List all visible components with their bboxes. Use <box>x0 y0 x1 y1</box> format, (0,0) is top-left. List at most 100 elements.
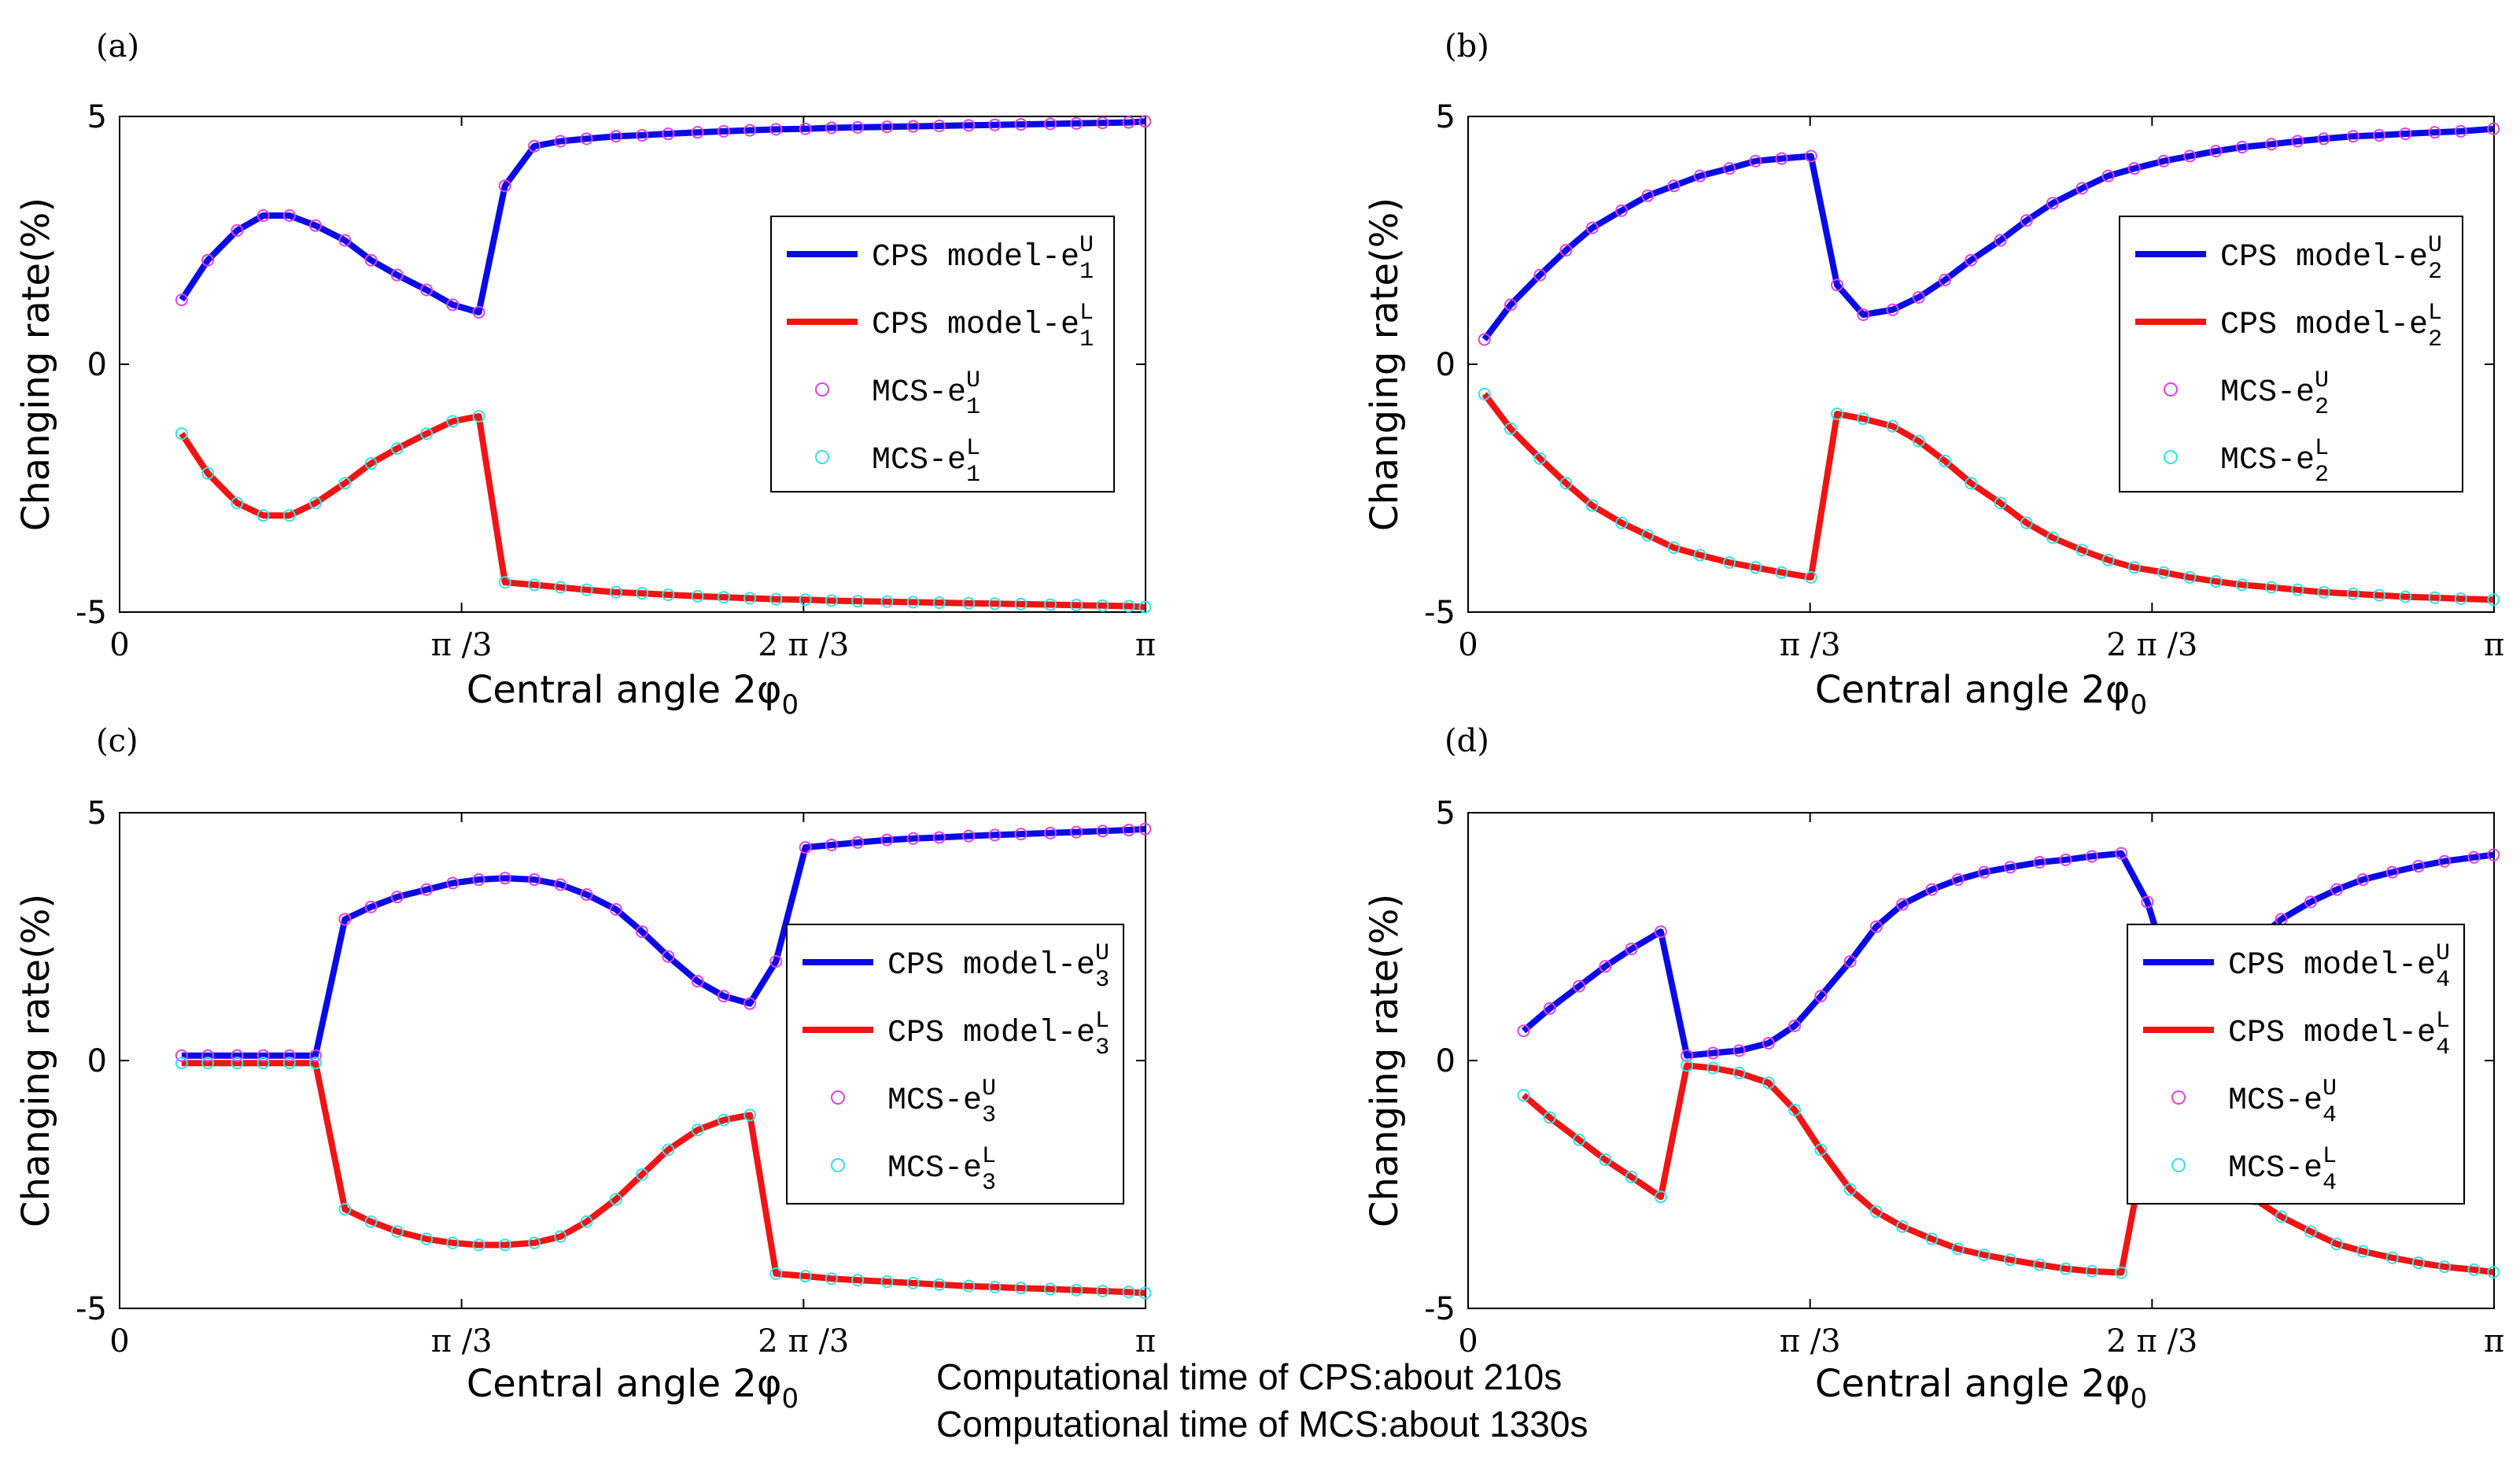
legend-entry: CPS model-eU 4 <box>2228 940 2450 994</box>
mcs-point-lower <box>1762 1076 1775 1090</box>
mcs-point-lower <box>1533 452 1547 465</box>
mcs-point-lower <box>1138 600 1152 614</box>
mcs-point-lower <box>580 1215 593 1228</box>
y-tick-label: 0 <box>87 347 107 383</box>
mcs-point-lower <box>1043 598 1057 611</box>
y-axis-label: Changing rate(%) <box>14 894 58 1227</box>
mcs-point-lower <box>1994 496 2007 510</box>
x-tick-label: π <box>1135 627 1156 663</box>
x-axis-label: Central angle 2φ0 <box>467 668 799 721</box>
mcs-point-upper <box>256 209 270 222</box>
panel-label: (a) <box>96 28 139 65</box>
y-tick-label: 0 <box>1436 1043 1456 1079</box>
mcs-point-upper <box>1517 1024 1530 1038</box>
mcs-point-upper <box>580 887 593 901</box>
mcs-point-upper <box>1559 244 1573 257</box>
mcs-point-upper <box>1138 115 1152 128</box>
mcs-point-lower <box>2304 1225 2317 1238</box>
mcs-point-lower <box>1939 454 1952 467</box>
mcs-point-lower <box>2438 1260 2452 1274</box>
mcs-point-upper <box>2487 122 2500 135</box>
mcs-point-upper <box>691 975 704 988</box>
mcs-point-lower <box>1070 1283 1083 1297</box>
series-line-upper <box>1521 850 2494 1059</box>
mcs-point-upper <box>717 124 730 138</box>
mcs-point-lower <box>256 1057 270 1070</box>
mcs-point-lower <box>1723 556 1736 569</box>
mcs-point-lower <box>2209 574 2223 588</box>
mcs-point-upper <box>932 119 946 132</box>
mcs-point-upper <box>1543 1002 1556 1015</box>
mcs-point-upper <box>1951 873 1965 887</box>
legend-box <box>770 216 1115 493</box>
mcs-point-lower <box>906 1276 920 1289</box>
mcs-point-lower <box>1122 1286 1135 1299</box>
mcs-point-upper <box>743 124 757 137</box>
mcs-point-upper <box>2454 124 2467 138</box>
mcs-point-lower <box>1014 1282 1028 1295</box>
mcs-point-lower <box>364 1215 378 1228</box>
mcs-point-lower <box>2275 1210 2288 1223</box>
mcs-point-upper <box>2467 850 2481 864</box>
mcs-point-upper <box>2304 895 2317 909</box>
mcs-point-upper <box>1533 268 1547 282</box>
mcs-point-lower <box>2235 578 2249 592</box>
mcs-point-upper <box>2127 162 2141 175</box>
mcs-point-lower <box>2428 591 2441 604</box>
mcs-point-lower <box>2373 588 2386 602</box>
legend-entry: MCS-eU 4 <box>2228 1075 2337 1129</box>
mcs-point-upper <box>880 833 894 847</box>
mcs-point-upper <box>1939 273 1952 286</box>
mcs-point-upper <box>825 838 838 851</box>
x-tick-label: π /3 <box>1780 627 1841 663</box>
mcs-point-upper <box>906 832 920 845</box>
mcs-point-upper <box>769 123 783 136</box>
mcs-point-lower <box>528 578 541 592</box>
mcs-point-lower <box>498 576 511 589</box>
mcs-point-lower <box>2385 1251 2399 1264</box>
mcs-point-upper <box>309 219 323 232</box>
mcs-point-upper <box>962 829 976 843</box>
mcs-point-upper <box>1681 1049 1694 1062</box>
mcs-point-upper <box>1693 169 1706 183</box>
mcs-point-upper <box>2291 135 2304 148</box>
mcs-point-lower <box>1585 499 1599 512</box>
mcs-point-upper <box>1615 204 1629 217</box>
legend-entry: CPS model-eU 1 <box>872 232 1094 286</box>
mcs-point-upper <box>2356 873 2370 887</box>
mcs-point-lower <box>1599 1153 1612 1166</box>
mcs-point-upper <box>880 120 894 134</box>
mcs-point-upper <box>554 878 567 891</box>
mcs-point-upper <box>1654 925 1667 939</box>
legend-marker-swatch <box>815 382 829 397</box>
mcs-point-lower <box>338 1203 352 1216</box>
mcs-point-upper <box>988 828 1002 842</box>
mcs-point-upper <box>988 118 1002 131</box>
mcs-point-lower <box>2075 544 2089 557</box>
mcs-point-upper <box>1869 920 1883 933</box>
mcs-point-upper <box>2373 128 2386 142</box>
mcs-point-lower <box>2356 1245 2370 1258</box>
mcs-point-upper <box>1706 1046 1720 1060</box>
mcs-point-lower <box>1965 477 1978 490</box>
mcs-point-lower <box>1096 599 1109 612</box>
mcs-point-lower <box>662 588 675 601</box>
mcs-point-lower <box>472 1238 485 1252</box>
mcs-point-upper <box>1831 279 1844 292</box>
mcs-point-upper <box>472 305 485 319</box>
mcs-point-lower <box>932 1278 946 1291</box>
mcs-point-lower <box>1681 1059 1694 1072</box>
mcs-point-upper <box>175 293 188 307</box>
legend: CPS model-eU 4 CPS model-eL 4 MCS-eU 4 MCS-eL 4 <box>2127 924 2465 1205</box>
mcs-point-lower <box>662 1143 675 1157</box>
mcs-point-lower <box>2487 1266 2500 1279</box>
panel-label: (b) <box>1444 28 1489 65</box>
mcs-point-lower <box>1951 1242 1965 1256</box>
mcs-point-lower <box>2157 566 2171 579</box>
y-tick-label: 5 <box>87 795 107 832</box>
mcs-point-lower <box>962 1279 976 1293</box>
y-tick-label: -5 <box>1424 1291 1456 1327</box>
mcs-point-upper <box>1504 298 1517 312</box>
legend-box <box>786 924 1124 1205</box>
legend-entry: MCS-eL 2 <box>2220 435 2329 489</box>
